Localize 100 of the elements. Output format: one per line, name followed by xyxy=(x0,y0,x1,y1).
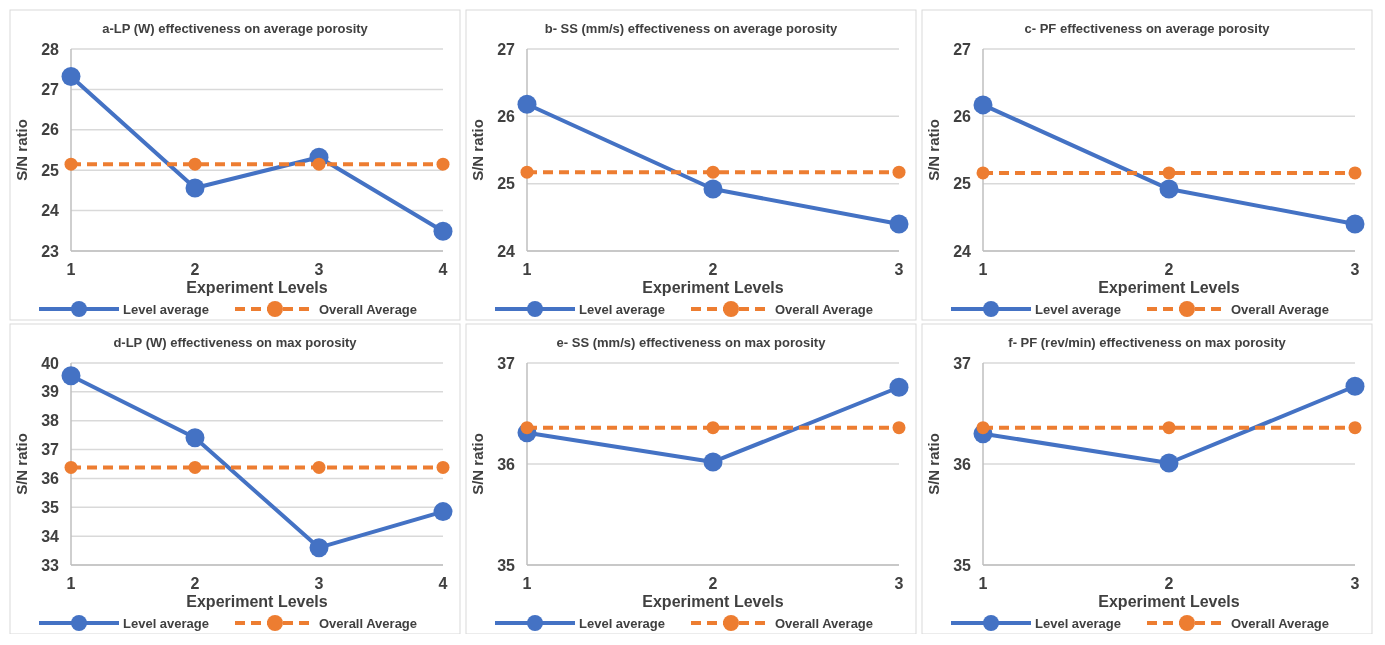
y-tick-label: 26 xyxy=(953,107,972,125)
x-axis-title: Experiment Levels xyxy=(186,593,328,610)
point xyxy=(976,166,990,180)
y-tick-label: 34 xyxy=(41,527,60,545)
y-tick-label: 37 xyxy=(497,354,516,372)
x-tick-label: 2 xyxy=(190,261,200,278)
x-axis-title: Experiment Levels xyxy=(642,593,784,610)
x-tick-label: 3 xyxy=(894,261,904,278)
point xyxy=(1348,166,1362,180)
x-tick-label: 1 xyxy=(522,575,532,592)
point xyxy=(1162,421,1176,435)
y-tick-label: 35 xyxy=(497,556,516,574)
legend-label: Overall Average xyxy=(1231,301,1330,317)
x-tick-label: 3 xyxy=(894,575,904,592)
y-tick-label: 39 xyxy=(41,383,60,401)
point xyxy=(312,460,326,474)
x-axis-title: Experiment Levels xyxy=(1098,593,1240,610)
legend-label: Level average xyxy=(123,301,210,317)
x-tick-label: 2 xyxy=(190,575,200,592)
point xyxy=(1348,421,1362,435)
legend-label: Overall Average xyxy=(775,301,874,317)
y-tick-label: 37 xyxy=(41,441,60,459)
y-tick-label: 27 xyxy=(41,81,60,98)
x-tick-label: 3 xyxy=(1350,575,1360,592)
point xyxy=(185,178,205,198)
y-tick-label: 40 xyxy=(41,354,60,372)
y-tick-label: 26 xyxy=(497,107,516,125)
chart-title: d-LP (W) effectiveness on max porosity xyxy=(113,335,358,350)
legend-label: Overall Average xyxy=(319,301,418,317)
legend-label: Level average xyxy=(1035,301,1122,317)
point xyxy=(64,460,78,474)
chart-title: a-LP (W) effectiveness on average porosity xyxy=(102,21,369,36)
point xyxy=(188,460,202,474)
point xyxy=(706,421,720,435)
x-tick-label: 3 xyxy=(314,261,324,278)
point xyxy=(185,428,205,448)
y-tick-label: 35 xyxy=(953,556,972,574)
y-tick-label: 35 xyxy=(41,498,60,516)
point xyxy=(64,157,78,171)
point xyxy=(61,366,81,386)
point xyxy=(973,95,993,115)
y-tick-label: 24 xyxy=(953,242,972,260)
point xyxy=(706,165,720,179)
y-tick-label: 25 xyxy=(953,175,972,193)
x-tick-label: 1 xyxy=(978,575,988,592)
y-tick-label: 27 xyxy=(953,40,972,58)
point xyxy=(1345,376,1365,396)
x-tick-label: 1 xyxy=(66,261,76,278)
x-axis-title: Experiment Levels xyxy=(186,279,328,296)
y-tick-label: 28 xyxy=(41,40,60,58)
y-axis-title: S/N ratio xyxy=(13,119,30,181)
y-axis-title: S/N ratio xyxy=(469,119,486,181)
chart-title: f- PF (rev/min) effectiveness on max porosity xyxy=(1008,335,1287,350)
x-axis-title: Experiment Levels xyxy=(1098,279,1240,296)
x-tick-label: 2 xyxy=(1164,575,1174,592)
point xyxy=(436,460,450,474)
chart-title: e- SS (mm/s) effectiveness on max porosity xyxy=(556,335,827,350)
point xyxy=(889,377,909,397)
y-axis-title: S/N ratio xyxy=(13,433,30,495)
chart-title: b- SS (mm/s) effectiveness on average porosity xyxy=(544,21,839,36)
x-axis-title: Experiment Levels xyxy=(642,279,784,296)
point xyxy=(1159,179,1179,199)
y-tick-label: 23 xyxy=(41,242,60,260)
x-tick-label: 1 xyxy=(978,261,988,278)
y-tick-label: 26 xyxy=(41,121,60,139)
point xyxy=(1162,166,1176,180)
x-tick-label: 2 xyxy=(1164,261,1174,278)
point xyxy=(188,157,202,171)
point xyxy=(892,421,906,435)
chart-title: c- PF effectiveness on average porosity xyxy=(1024,21,1271,36)
legend-label: Overall Average xyxy=(775,615,874,631)
point xyxy=(520,165,534,179)
x-tick-label: 4 xyxy=(438,575,448,592)
y-tick-label: 36 xyxy=(497,455,516,473)
y-axis-title: S/N ratio xyxy=(925,119,942,181)
point xyxy=(892,165,906,179)
point xyxy=(312,157,326,171)
x-tick-label: 3 xyxy=(1350,261,1360,278)
y-tick-label: 37 xyxy=(953,354,972,372)
x-tick-label: 4 xyxy=(438,261,448,278)
legend-label: Level average xyxy=(123,615,210,631)
y-tick-label: 36 xyxy=(41,470,60,488)
y-tick-label: 25 xyxy=(497,175,516,193)
y-tick-label: 36 xyxy=(953,455,972,473)
x-tick-label: 2 xyxy=(708,575,718,592)
legend-label: Level average xyxy=(579,301,666,317)
point xyxy=(433,502,453,522)
point xyxy=(436,157,450,171)
point xyxy=(703,179,723,199)
x-tick-label: 2 xyxy=(708,261,718,278)
point xyxy=(517,94,537,114)
y-tick-label: 24 xyxy=(497,242,516,260)
point xyxy=(1345,214,1365,234)
point xyxy=(309,538,329,558)
legend-label: Level average xyxy=(1035,615,1122,631)
point xyxy=(433,221,453,241)
y-tick-label: 33 xyxy=(41,556,60,574)
y-tick-label: 38 xyxy=(41,412,60,430)
x-tick-label: 3 xyxy=(314,575,324,592)
legend-label: Overall Average xyxy=(1231,615,1330,631)
